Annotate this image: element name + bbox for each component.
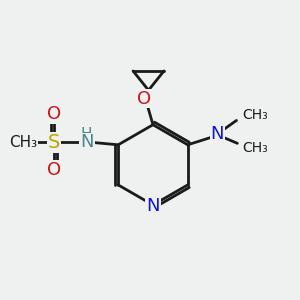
Text: O: O [47,106,61,124]
Text: N: N [211,125,224,143]
Text: N: N [146,197,160,215]
Text: N: N [80,134,94,152]
Text: O: O [137,90,151,108]
Text: H: H [80,127,92,142]
Text: CH₃: CH₃ [242,108,268,122]
Text: CH₃: CH₃ [9,135,37,150]
Text: O: O [47,161,61,179]
Text: S: S [48,133,61,152]
Text: CH₃: CH₃ [242,141,268,155]
